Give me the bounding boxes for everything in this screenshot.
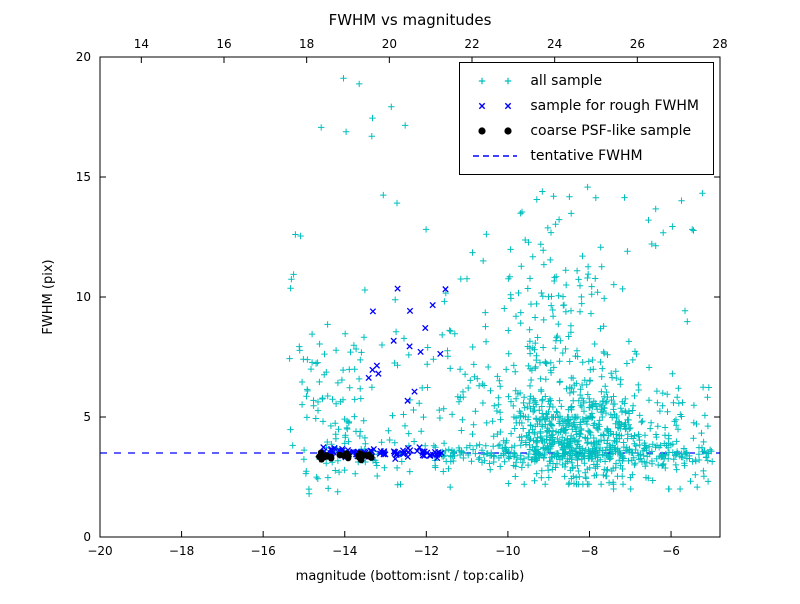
svg-text:−8: −8 (581, 544, 599, 558)
svg-text:20: 20 (76, 50, 91, 64)
x-axis-label: magnitude (bottom:isnt / top:calib) (296, 569, 525, 584)
chart-title: FWHM vs magnitudes (329, 11, 492, 29)
legend-entry-rough-fwhm: sample for rough FWHM (470, 97, 699, 115)
axis-ticks: −20 −18 −16 −14 −12 −10 −8 −6 14 16 18 20 22 24 26 28 0 5… (76, 37, 728, 558)
svg-text:26: 26 (630, 37, 645, 51)
svg-text:−20: −20 (87, 544, 112, 558)
legend-label: coarse PSF-like sample (530, 123, 692, 139)
svg-text:−10: −10 (495, 544, 520, 558)
legend: all sample sample for rough FWHM coarse … (459, 62, 714, 175)
legend-dashed-line-icon (473, 155, 518, 157)
legend-label: tentative FWHM (530, 148, 643, 164)
svg-text:−18: −18 (169, 544, 194, 558)
legend-entry-psf-sample: coarse PSF-like sample (470, 122, 699, 140)
legend-x-markers-icon (479, 102, 512, 110)
svg-text:16: 16 (216, 37, 231, 51)
svg-text:−16: −16 (250, 544, 275, 558)
legend-label: all sample (530, 73, 603, 89)
svg-text:14: 14 (134, 37, 149, 51)
svg-text:24: 24 (547, 37, 562, 51)
svg-text:−12: −12 (414, 544, 439, 558)
legend-entry-tentative-fwhm: tentative FWHM (470, 147, 699, 165)
svg-text:5: 5 (83, 410, 91, 424)
legend-entry-all-sample: all sample (470, 72, 699, 90)
svg-text:−6: −6 (662, 544, 680, 558)
svg-text:15: 15 (76, 170, 91, 184)
svg-text:18: 18 (299, 37, 314, 51)
svg-text:−14: −14 (332, 544, 357, 558)
y-axis-label: FWHM (pix) (41, 259, 56, 334)
svg-text:22: 22 (464, 37, 479, 51)
legend-plus-markers-icon (479, 77, 512, 85)
svg-text:0: 0 (83, 530, 91, 544)
svg-text:10: 10 (76, 290, 91, 304)
svg-text:28: 28 (712, 37, 727, 51)
legend-label: sample for rough FWHM (530, 98, 699, 114)
legend-circle-markers-icon (478, 127, 512, 135)
svg-text:20: 20 (382, 37, 397, 51)
